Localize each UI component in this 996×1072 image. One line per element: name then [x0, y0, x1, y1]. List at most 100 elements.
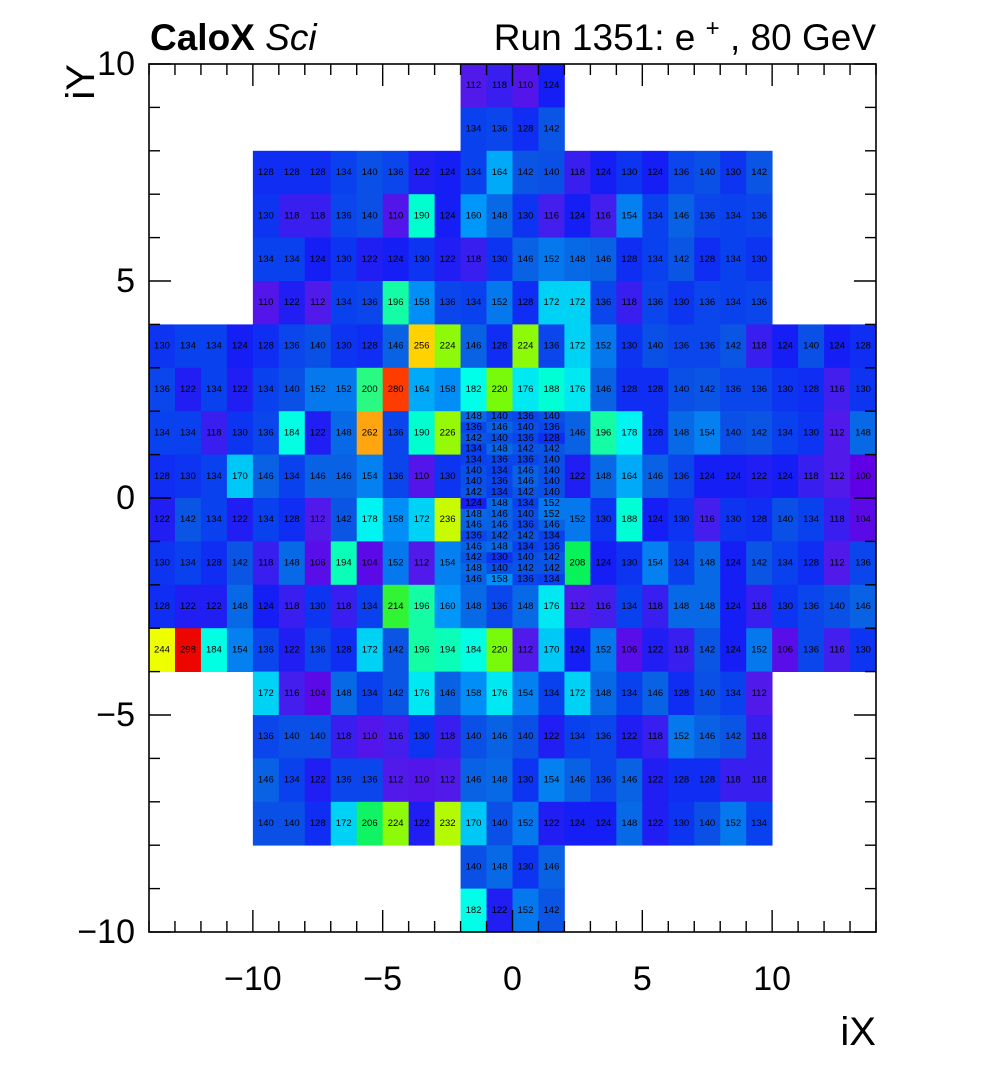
heatmap-cell	[590, 281, 617, 325]
heatmap-cell	[694, 454, 721, 499]
heatmap-cell-group: 128	[512, 281, 539, 325]
cell-value-label: 142	[180, 514, 196, 525]
cell-value-label: 122	[544, 731, 560, 742]
heatmap-cell-group: 122	[538, 801, 565, 846]
heatmap-cell	[538, 476, 565, 488]
fine-heatmap-cell-group: 134	[486, 487, 513, 499]
heatmap-cell-group: 136	[746, 194, 773, 238]
heatmap-cell-group: 134	[330, 281, 358, 325]
heatmap-cell	[330, 150, 358, 195]
cell-value-label: 130	[440, 471, 456, 482]
heatmap-cell	[408, 498, 435, 542]
heatmap-cell	[746, 281, 773, 325]
cell-value-label: 122	[310, 775, 326, 786]
fine-heatmap-cell-group: 148	[486, 444, 513, 455]
heatmap-cell-group: 142	[382, 671, 410, 716]
cell-value-label: 148	[492, 775, 508, 786]
heatmap-cell	[174, 541, 202, 586]
heatmap-cell	[824, 541, 851, 586]
heatmap-cell	[616, 454, 643, 499]
heatmap-cell-group: 110	[356, 715, 384, 759]
heatmap-cell	[642, 628, 669, 672]
cell-value-label: 262	[362, 427, 378, 438]
heatmap-cell-group: 172	[408, 498, 435, 542]
heatmap-cell-group: 118	[330, 715, 358, 759]
heatmap-cell-group: 136	[694, 281, 721, 325]
heatmap-cell-group: 164	[616, 454, 643, 499]
heatmap-cell-group: 154	[356, 454, 384, 499]
cell-value-label: 148	[855, 427, 871, 438]
cell-value-label: 158	[466, 688, 482, 699]
fine-heatmap-cell-group: 136	[460, 422, 487, 434]
heatmap-cell	[538, 367, 565, 412]
cell-value-label: 122	[310, 427, 326, 438]
heatmap-cell-group: 104	[356, 541, 384, 586]
cell-value-label: 128	[647, 384, 663, 395]
heatmap-cell-group: 280	[382, 367, 410, 412]
heatmap-cell	[200, 498, 228, 542]
heatmap-cell	[356, 541, 384, 586]
heatmap-cell-group: 130	[408, 715, 435, 759]
heatmap-cell-group: 116	[694, 498, 721, 542]
cell-value-label: 140	[543, 465, 560, 476]
cell-value-label: 128	[673, 775, 689, 786]
cell-value-label: 136	[388, 427, 404, 438]
heatmap-cell	[642, 671, 669, 716]
cell-value-label: 118	[752, 341, 767, 352]
heatmap-cell	[330, 801, 358, 846]
heatmap-cell	[486, 465, 513, 477]
cell-value-label: 134	[647, 210, 663, 221]
heatmap-cell	[486, 432, 513, 445]
heatmap-cell-group: 140	[512, 715, 539, 759]
heatmap-cell	[278, 324, 306, 369]
cell-value-label: 118	[284, 601, 299, 612]
cell-value-label: 146	[647, 688, 663, 699]
cell-value-label: 152	[751, 644, 767, 655]
fine-heatmap-cell-group: 146	[486, 509, 513, 521]
heatmap-cell-group: 110	[512, 64, 539, 108]
heatmap-cell	[512, 584, 539, 629]
cell-value-label: 148	[284, 558, 300, 569]
heatmap-cell	[616, 324, 643, 369]
run-suffix: , 80 GeV	[730, 17, 876, 58]
fine-heatmap-cell-group: 134	[460, 455, 487, 466]
cell-value-label: 136	[465, 422, 482, 433]
fine-heatmap-cell-group: 152	[538, 498, 565, 510]
heatmap-cell	[850, 454, 877, 499]
heatmap-cell-group: 124	[590, 801, 617, 846]
heatmap-cell-group: 298	[174, 628, 202, 672]
cell-value-label: 146	[492, 731, 508, 742]
heatmap-cell-group: 164	[408, 367, 435, 412]
heatmap-cell	[408, 584, 435, 629]
fine-heatmap-cell-group: 148	[486, 541, 513, 553]
heatmap-cell-group: 190	[408, 194, 435, 238]
cell-value-label: 130	[777, 384, 793, 395]
cell-value-label: 220	[492, 384, 508, 395]
heatmap-cell	[434, 324, 461, 369]
heatmap-cell-group: 128	[850, 324, 877, 369]
heatmap-cell-group: 104	[850, 498, 877, 542]
cell-value-label: 136	[492, 601, 508, 612]
heatmap-cell-group: 134	[174, 324, 202, 369]
cell-value-label: 118	[804, 471, 819, 482]
heatmap-cell-group: 116	[824, 367, 851, 412]
cell-value-label: 136	[388, 471, 404, 482]
heatmap-cell	[772, 628, 799, 672]
heatmap-cell-group: 154	[512, 671, 539, 716]
heatmap-cell	[642, 194, 669, 238]
fine-heatmap-cell-group: 136	[512, 411, 539, 423]
heatmap-cell-group: 112	[824, 454, 851, 499]
heatmap-cell	[512, 432, 539, 445]
heatmap-cell	[798, 324, 825, 369]
heatmap-cell-group: 128	[304, 801, 332, 846]
cell-value-label: 136	[154, 384, 170, 395]
fine-heatmap-cell-group: 146	[460, 520, 487, 531]
heatmap-cell-group: 122	[226, 498, 254, 542]
heatmap-cell-group: 124	[772, 454, 799, 499]
cell-value-label: 118	[440, 731, 455, 742]
heatmap-cell	[694, 237, 721, 282]
heatmap-cell-group: 158	[460, 671, 487, 716]
heatmap-cell	[408, 628, 435, 672]
heatmap-cell-group: 112	[564, 584, 591, 629]
cell-value-label: 134	[258, 514, 274, 525]
